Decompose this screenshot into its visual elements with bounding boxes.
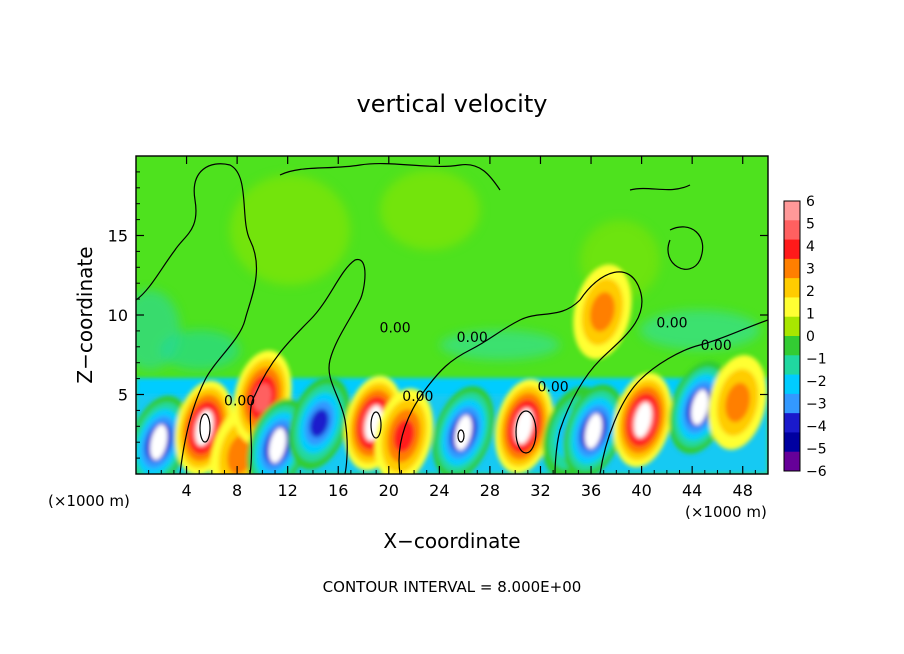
zero-contour <box>629 184 691 191</box>
x-tick-label: 36 <box>581 481 601 500</box>
x-tick-label: 40 <box>631 481 651 500</box>
velocity-cell <box>288 376 350 470</box>
velocity-cell <box>136 395 190 474</box>
colorbar-swatch <box>784 258 800 279</box>
colorbar-swatch <box>784 316 800 337</box>
x-tick-label: 28 <box>480 481 500 500</box>
y-tick-label: 5 <box>118 386 128 405</box>
colorbar-swatch <box>784 278 800 298</box>
x-axis-unit-left: (×1000 m) <box>48 492 130 510</box>
colorbar-label: 4 <box>806 239 815 255</box>
colorbar-swatch <box>784 451 800 472</box>
colorbar-label: 1 <box>806 307 815 323</box>
colorbar-label: 6 <box>806 194 815 210</box>
upper-field <box>136 170 760 370</box>
zero-contour <box>667 226 704 270</box>
x-axis-label: X−coordinate <box>383 529 520 553</box>
colorbar-label: 3 <box>806 262 815 278</box>
contour-lines <box>136 162 768 474</box>
velocity-cell <box>573 264 632 360</box>
velocity-cells <box>136 264 767 474</box>
y-axis-label: Z−coordinate <box>73 246 97 383</box>
zero-contour <box>398 271 643 474</box>
colorbar-label: 5 <box>806 217 815 233</box>
contour-label: 0.00 <box>538 379 569 395</box>
velocity-cell <box>563 384 625 474</box>
chart-title: vertical velocity <box>357 90 548 118</box>
colorbar-swatch <box>784 201 800 221</box>
plot-area: 0.00 0.00 0.00 0.00 0.00 0.00 0.00 <box>136 156 768 474</box>
colorbar-swatch <box>784 374 800 395</box>
colorbar-swatch <box>784 239 800 260</box>
x-axis-unit-right: (×1000 m) <box>685 503 767 521</box>
velocity-cell <box>374 388 434 474</box>
x-tick-label: 48 <box>733 481 753 500</box>
colorbar-swatch <box>784 432 800 453</box>
contour-label: 0.00 <box>701 338 732 354</box>
colorbar-frame <box>783 200 801 472</box>
x-tick-label: 4 <box>181 481 191 500</box>
y-tick-label: 10 <box>108 306 128 325</box>
x-axis: 4 8 12 16 20 24 28 32 36 40 44 48 <box>148 156 756 500</box>
colorbar-swatch <box>784 336 800 356</box>
contour-label: 0.00 <box>224 394 255 410</box>
x-tick-label: 8 <box>232 481 242 500</box>
colorbar-swatch <box>784 297 800 318</box>
colorbar-swatch <box>784 413 800 433</box>
colorbar-label: 2 <box>806 284 815 300</box>
colorbar-swatch <box>784 355 800 376</box>
zero-contour <box>249 259 366 474</box>
colorbar-label: −3 <box>806 397 827 413</box>
y-axis: 5 10 15 <box>108 171 768 459</box>
x-tick-label: 44 <box>682 481 702 500</box>
inner-contour <box>457 429 465 443</box>
contour-interval-note: CONTOUR INTERVAL = 8.000E+00 <box>323 578 582 596</box>
colorbar-label: −4 <box>806 419 827 435</box>
contour-label-layer: 0.00 0.00 0.00 0.00 0.00 0.00 0.00 <box>224 316 732 410</box>
zero-contour <box>599 319 768 474</box>
velocity-cell <box>708 355 767 450</box>
contour-label: 0.00 <box>380 320 411 336</box>
contour-label: 0.00 <box>457 330 488 346</box>
inner-contour <box>515 410 537 454</box>
x-tick-label: 20 <box>379 481 399 500</box>
colorbar-swatch <box>784 220 800 241</box>
colorbar-label: −5 <box>806 442 827 458</box>
zero-contour <box>279 162 501 191</box>
inner-contour <box>370 411 382 439</box>
colorbar: 6 5 4 3 2 1 0 −1 −2 −3 −4 −5 −6 <box>783 194 827 480</box>
colorbar-label: 0 <box>806 329 815 345</box>
x-tick-label: 16 <box>328 481 348 500</box>
velocity-cell <box>613 372 673 468</box>
velocity-cell <box>494 378 554 474</box>
colorbar-label: −1 <box>806 352 827 368</box>
velocity-cell <box>175 380 234 474</box>
contour-label: 0.00 <box>402 389 433 405</box>
zero-contour <box>136 163 258 474</box>
colorbar-label: −6 <box>806 464 827 480</box>
y-tick-label: 15 <box>108 227 128 246</box>
contour-label: 0.00 <box>656 316 687 332</box>
colorbar-label: −2 <box>806 374 827 390</box>
x-tick-label: 32 <box>530 481 550 500</box>
colorbar-swatch <box>784 393 800 414</box>
x-tick-label: 12 <box>278 481 298 500</box>
x-tick-label: 24 <box>429 481 449 500</box>
inner-contour <box>199 413 211 443</box>
